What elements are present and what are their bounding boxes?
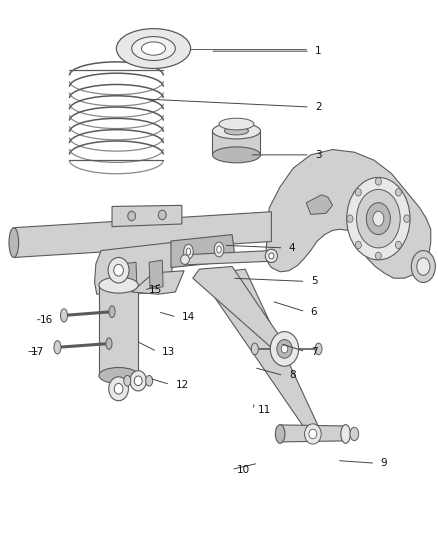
- Ellipse shape: [99, 368, 138, 383]
- Text: 3: 3: [315, 150, 321, 160]
- Ellipse shape: [114, 383, 123, 394]
- Ellipse shape: [341, 425, 350, 443]
- Text: 10: 10: [237, 465, 250, 474]
- Ellipse shape: [355, 189, 361, 196]
- Ellipse shape: [281, 345, 288, 353]
- Ellipse shape: [276, 425, 285, 443]
- Ellipse shape: [375, 252, 381, 260]
- Text: 7: 7: [311, 346, 317, 357]
- Ellipse shape: [217, 246, 221, 253]
- Text: 9: 9: [381, 458, 387, 468]
- Ellipse shape: [355, 241, 361, 249]
- Ellipse shape: [124, 375, 131, 386]
- Ellipse shape: [141, 42, 166, 55]
- Ellipse shape: [158, 210, 166, 220]
- Ellipse shape: [99, 277, 138, 293]
- Ellipse shape: [404, 215, 410, 222]
- Ellipse shape: [109, 377, 128, 401]
- Text: 6: 6: [311, 306, 317, 317]
- Ellipse shape: [269, 253, 274, 259]
- Ellipse shape: [117, 29, 191, 68]
- Ellipse shape: [417, 258, 430, 275]
- Polygon shape: [266, 150, 431, 278]
- Ellipse shape: [180, 255, 189, 264]
- Polygon shape: [184, 251, 272, 265]
- Ellipse shape: [146, 375, 152, 386]
- Polygon shape: [95, 243, 173, 294]
- Text: 12: 12: [175, 379, 189, 390]
- Ellipse shape: [60, 309, 67, 322]
- Ellipse shape: [265, 249, 278, 263]
- Text: 8: 8: [289, 370, 296, 381]
- Ellipse shape: [108, 257, 129, 283]
- Ellipse shape: [184, 244, 193, 259]
- Text: 2: 2: [315, 102, 321, 112]
- Ellipse shape: [130, 370, 147, 391]
- Polygon shape: [14, 212, 272, 257]
- Ellipse shape: [357, 189, 400, 248]
- Polygon shape: [204, 269, 319, 434]
- Ellipse shape: [304, 424, 321, 444]
- Text: 13: 13: [162, 346, 176, 357]
- Ellipse shape: [347, 215, 353, 222]
- Ellipse shape: [396, 241, 402, 249]
- Ellipse shape: [54, 341, 61, 354]
- Polygon shape: [212, 131, 261, 155]
- Ellipse shape: [366, 203, 390, 235]
- Ellipse shape: [373, 211, 384, 226]
- Ellipse shape: [350, 427, 359, 441]
- Ellipse shape: [134, 376, 142, 385]
- Polygon shape: [123, 262, 137, 289]
- Polygon shape: [193, 266, 285, 352]
- Polygon shape: [149, 260, 163, 289]
- Ellipse shape: [251, 343, 258, 355]
- Ellipse shape: [132, 37, 175, 61]
- Text: 17: 17: [31, 346, 45, 357]
- Polygon shape: [132, 271, 184, 294]
- Ellipse shape: [214, 242, 224, 257]
- Text: 1: 1: [315, 46, 321, 56]
- Ellipse shape: [315, 343, 322, 355]
- Ellipse shape: [212, 123, 261, 139]
- Ellipse shape: [128, 211, 136, 221]
- Ellipse shape: [309, 429, 317, 439]
- Ellipse shape: [9, 228, 18, 257]
- Ellipse shape: [219, 118, 254, 130]
- Text: 15: 15: [149, 286, 162, 295]
- Ellipse shape: [347, 177, 410, 260]
- Ellipse shape: [277, 340, 292, 358]
- Ellipse shape: [411, 251, 435, 282]
- Ellipse shape: [212, 147, 261, 163]
- Text: 4: 4: [289, 243, 296, 253]
- Text: 14: 14: [182, 312, 195, 322]
- Polygon shape: [306, 195, 332, 214]
- Ellipse shape: [109, 306, 115, 318]
- Text: 11: 11: [258, 405, 272, 415]
- Ellipse shape: [106, 338, 112, 350]
- Ellipse shape: [270, 332, 299, 366]
- Ellipse shape: [224, 127, 248, 135]
- Ellipse shape: [396, 189, 402, 196]
- Polygon shape: [99, 285, 138, 375]
- Text: 5: 5: [311, 277, 317, 286]
- Polygon shape: [112, 205, 182, 227]
- Polygon shape: [280, 425, 346, 442]
- Ellipse shape: [186, 248, 191, 255]
- Ellipse shape: [114, 264, 124, 276]
- Text: 16: 16: [40, 314, 53, 325]
- Polygon shape: [171, 235, 234, 268]
- Ellipse shape: [375, 177, 381, 185]
